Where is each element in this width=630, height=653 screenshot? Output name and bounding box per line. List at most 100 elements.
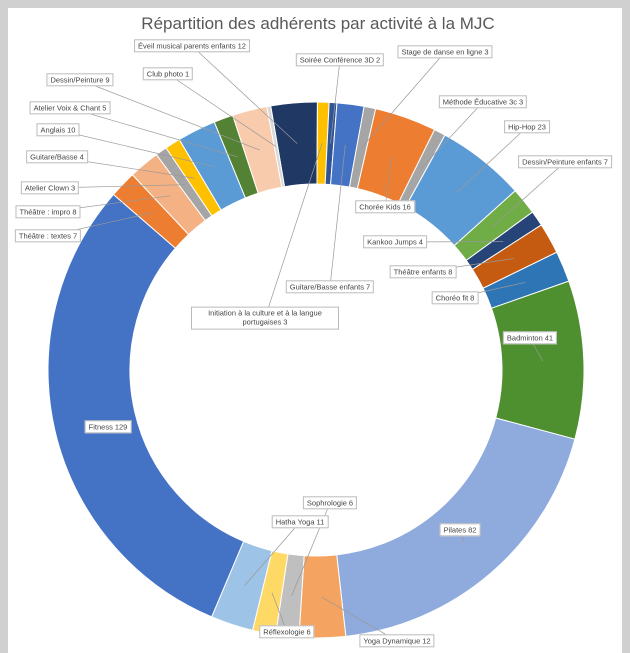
data-label: Choréo fit 8 [431,291,479,305]
data-label: Méthode Éducative 3c 3 [438,95,528,109]
category-label: Badminton [506,333,543,343]
value-label: 6 [306,627,311,637]
category-label: Hatha Yoga [275,517,315,527]
value-label: 7 [603,157,608,167]
category-label: Anglais [40,125,66,135]
leader-line [420,101,484,169]
donut-slice [47,193,245,618]
category-label: Guitare/Basse [30,152,78,162]
category-label: Hip-Hop [508,122,536,132]
value-label: 23 [537,122,546,132]
leader-line [244,521,301,586]
data-label: Anglais 10 [36,123,80,137]
leader-line [321,596,398,642]
category-label: Atelier Clown [24,183,70,193]
data-label: Dessin/Peinture enfants 7 [518,155,612,169]
data-label: Hatha Yoga 11 [271,515,329,529]
value-label: 5 [102,103,107,113]
value-label: 4 [79,152,84,162]
category-label: Théâtre : textes [18,231,71,241]
category-label: Club photo [146,69,184,79]
data-label: Théâtre : textes 7 [14,229,82,243]
value-label: 3 [283,318,288,327]
category-label: Pilates [443,525,467,535]
data-label: Club photo 1 [142,67,194,81]
data-label: Fitness 129 [84,420,132,434]
data-label: Atelier Voix & Chant 5 [29,101,111,115]
leader-line [384,156,393,208]
category-label: Réflexologie [263,627,305,637]
leader-line [456,126,528,193]
data-label: Initiation à la culture et à la langue p… [191,306,339,330]
category-label: Stage de danse en ligne [401,47,483,57]
category-label: Dessin/Peinture [50,75,104,85]
category-label: Yoga Dynamique [363,636,421,646]
data-label: Atelier Clown 3 [20,181,80,195]
data-label: Yoga Dynamique 12 [359,634,435,648]
value-label: 6 [348,498,354,508]
category-label: Éveil musical parents enfants [138,41,236,51]
category-label: Méthode Éducative 3c [442,97,518,107]
category-label: Dessin/Peinture enfants [522,157,602,167]
value-label: 41 [544,333,554,343]
value-label: 7 [72,231,78,241]
value-label: 12 [422,636,431,646]
data-label: Stage de danse en ligne 3 [397,45,493,59]
value-label: 129 [114,422,128,432]
leader-line [361,51,446,148]
value-label: 10 [67,125,76,135]
category-label: Initiation à la culture et à la langue p… [208,308,322,327]
data-label: Kankoo Jumps 4 [363,235,427,249]
leader-line [79,79,260,151]
data-label: Théâtre : impro 8 [15,205,81,219]
category-label: Kankoo Jumps [367,237,417,247]
value-label: 3 [484,47,489,57]
value-label: 2 [376,55,381,65]
value-label: 12 [237,41,246,51]
category-label: Théâtre enfants [393,267,447,277]
category-label: Fitness [88,422,113,432]
leader-line [264,142,323,319]
value-label: 8 [448,267,453,277]
value-label: 8 [470,293,475,303]
value-label: 16 [402,202,411,212]
value-label: 4 [418,237,423,247]
value-label: 1 [185,69,190,79]
value-label: 11 [316,517,325,527]
chart-title: Répartition des adhérents par activité à… [141,14,494,33]
value-label: 8 [72,207,77,217]
leader-line [57,129,215,168]
data-label: Chorée Kids 16 [355,200,415,214]
category-label: Atelier Voix & Chant [33,103,101,113]
value-label: 82 [468,525,477,535]
data-label: Soirée Conférence 3D 2 [295,53,385,67]
data-label: Sophrologie 6 [302,496,358,510]
leader-line [167,73,277,147]
data-label: Hip-Hop 23 [504,120,550,134]
leader-line [330,59,341,144]
value-label: 9 [105,75,110,85]
category-label: Chorée Kids [359,202,401,212]
category-label: Soirée Conférence 3D [299,55,375,65]
category-label: Théâtre : impro [19,207,71,217]
donut-slice [490,280,585,440]
leader-line [492,161,566,228]
leader-line [329,144,346,288]
value-label: 7 [366,282,371,292]
data-label: Guitare/Basse enfants 7 [285,280,375,294]
data-label: Guitare/Basse 4 [26,150,88,164]
value-label: 3 [71,183,76,193]
leader-line [191,45,298,145]
category-label: Sophrologie [306,498,347,508]
data-label: Pilates 82 [439,523,481,537]
data-label: Éveil musical parents enfants 12 [134,39,250,53]
data-label: Théâtre enfants 8 [389,265,457,279]
data-label: Badminton 41 [502,331,558,345]
category-label: Choréo fit [435,293,469,303]
data-label: Réflexologie 6 [259,625,315,639]
value-label: 3 [519,97,524,107]
category-label: Guitare/Basse enfants [289,282,365,292]
data-label: Dessin/Peinture 9 [46,73,114,87]
leader-line [69,107,238,158]
